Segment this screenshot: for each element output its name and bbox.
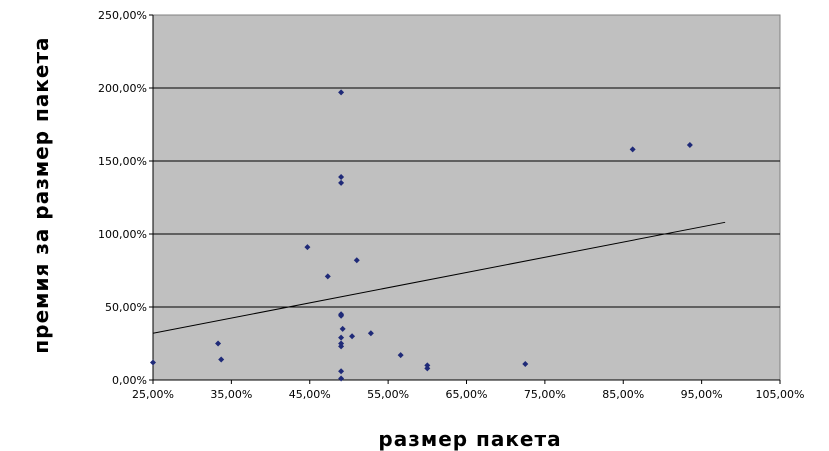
x-axis-title: размер пакета [378, 427, 561, 451]
data-point [629, 146, 636, 153]
y-axis-title: премия за размер пакета [29, 36, 53, 353]
data-point [304, 244, 311, 251]
data-point [397, 352, 404, 359]
data-point [338, 174, 345, 181]
x-tick-label: 65,00% [446, 388, 488, 401]
trendline [152, 221, 726, 334]
y-tick-label: 250,00% [98, 9, 147, 22]
data-point [150, 359, 156, 366]
data-point [338, 312, 345, 319]
data-point [424, 362, 431, 369]
data-point [338, 179, 345, 186]
data-point [324, 273, 331, 280]
y-axis-ticks: 0,00% 50,00% 100,00% 150,00% 200,00% 250,00% [98, 9, 154, 387]
data-point [218, 356, 225, 363]
data-point [353, 257, 360, 264]
data-point [367, 330, 374, 337]
x-tick-label: 105,00% [756, 388, 805, 401]
gridlines [153, 87, 780, 308]
data-point [338, 343, 345, 350]
data-point [338, 334, 345, 341]
x-tick-label: 45,00% [289, 388, 331, 401]
y-tick-label: 200,00% [98, 82, 147, 95]
x-tick-label: 55,00% [367, 388, 409, 401]
data-point [338, 375, 345, 382]
data-point [339, 325, 346, 332]
data-points [150, 89, 693, 382]
y-tick-label: 0,00% [112, 374, 147, 387]
data-point [338, 89, 345, 96]
data-point [522, 360, 529, 367]
x-tick-label: 25,00% [132, 388, 174, 401]
x-axis-ticks: 25,00% 35,00% 45,00% 55,00% 65,00% 75,00% 85,0… [132, 379, 805, 401]
data-point [349, 333, 356, 340]
data-point [338, 368, 345, 375]
y-tick-label: 100,00% [98, 228, 147, 241]
x-tick-label: 35,00% [210, 388, 252, 401]
data-point [686, 141, 693, 148]
x-tick-label: 95,00% [681, 388, 723, 401]
data-point [215, 340, 222, 347]
plot-area [152, 14, 781, 381]
x-tick-label: 75,00% [524, 388, 566, 401]
y-tick-label: 50,00% [105, 301, 147, 314]
y-tick-label: 150,00% [98, 155, 147, 168]
x-tick-label: 85,00% [602, 388, 644, 401]
